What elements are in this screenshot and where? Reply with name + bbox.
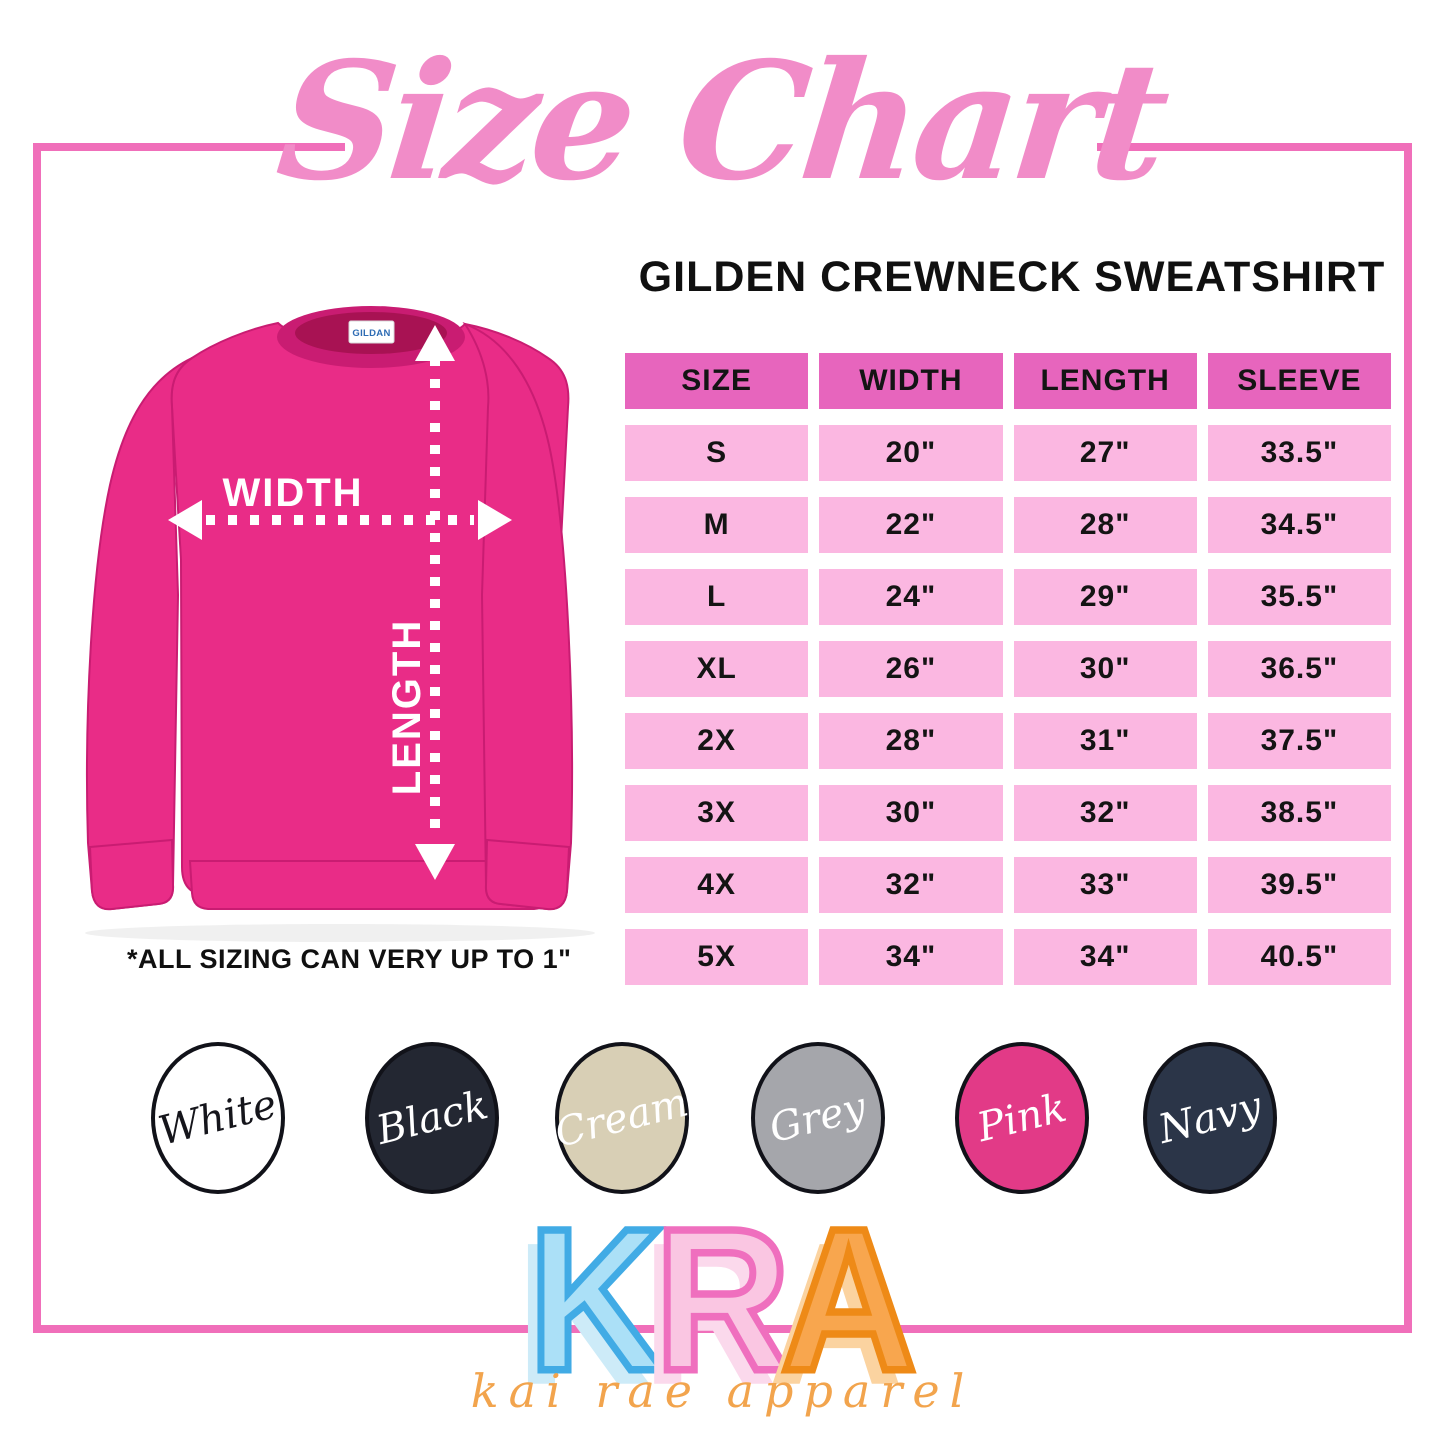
width-cell: 28" — [819, 713, 1003, 769]
width-cell: 22" — [819, 497, 1003, 553]
sleeve-cell: 40.5" — [1207, 929, 1391, 985]
swatch-label: Grey — [765, 1083, 871, 1153]
sleeve-cell: 35.5" — [1207, 569, 1391, 625]
size-cell: 5X — [625, 929, 809, 985]
sleeve-cell: 38.5" — [1207, 785, 1391, 841]
length-cell: 32" — [1013, 785, 1197, 841]
width-label: WIDTH — [222, 471, 363, 515]
neck-tag — [348, 320, 395, 344]
swatch-label: Cream — [550, 1079, 694, 1157]
title-knockout — [345, 136, 1097, 160]
length-cell: 28" — [1013, 497, 1197, 553]
width-arrowhead-right — [478, 500, 512, 540]
page-title: Size Chart — [269, 27, 1172, 217]
swatch-pink: Pink — [955, 1042, 1089, 1194]
width-arrow — [168, 500, 512, 540]
length-cell: 33" — [1013, 857, 1197, 913]
sleeve-cell: 39.5" — [1207, 857, 1391, 913]
width-cell: 24" — [819, 569, 1003, 625]
swatch-white: White — [151, 1042, 285, 1194]
width-arrowhead-left — [168, 500, 202, 540]
ground-shadow — [85, 924, 595, 942]
swatch-grey: Grey — [751, 1042, 885, 1194]
sleeve-cell: 36.5" — [1207, 641, 1391, 697]
swatch-label: Black — [371, 1082, 493, 1154]
length-arrowhead-bottom — [415, 844, 455, 880]
kra-logo: K R A — [0, 1186, 1445, 1413]
right-sleeve — [462, 321, 573, 911]
left-sleeve — [85, 357, 193, 911]
swatch-label: White — [154, 1081, 282, 1155]
length-cell: 34" — [1013, 929, 1197, 985]
length-arrowhead-top — [415, 325, 455, 361]
length-arrow — [415, 325, 455, 880]
sweatshirt-illustration: GILDAN WIDTH LENGTH — [85, 306, 595, 942]
right-cuff — [484, 838, 571, 911]
length-cell: 30" — [1013, 641, 1197, 697]
sleeve-cell: 34.5" — [1207, 497, 1391, 553]
length-cell: 31" — [1013, 713, 1197, 769]
logo-tagline: kai rae apparel — [470, 1364, 975, 1418]
logo-letter-k: K — [525, 1186, 668, 1413]
logo-letter-r: R — [651, 1186, 794, 1413]
width-cell: 34" — [819, 929, 1003, 985]
size-cell: 3X — [625, 785, 809, 841]
size-cell: L — [625, 569, 809, 625]
size-cell: 2X — [625, 713, 809, 769]
product-subtitle: GILDEN CREWNECK SWEATSHIRT — [638, 253, 1386, 301]
logo-letter-a: A — [777, 1186, 920, 1413]
width-cell: 30" — [819, 785, 1003, 841]
brand-tag-label: GILDAN — [352, 328, 390, 339]
sleeve-cell: 33.5" — [1207, 425, 1391, 481]
column-header-length: LENGTH — [1013, 353, 1197, 409]
swatch-cream: Cream — [551, 1042, 693, 1194]
length-cell: 29" — [1013, 569, 1197, 625]
size-cell: 4X — [625, 857, 809, 913]
length-cell: 27" — [1013, 425, 1197, 481]
sweatshirt-diagram: GILDAN WIDTH LENGTH — [40, 295, 620, 945]
swatch-black: Black — [365, 1042, 499, 1194]
column-header-sleeve: SLEEVE — [1207, 353, 1391, 409]
width-cell: 20" — [819, 425, 1003, 481]
size-cell: M — [625, 497, 809, 553]
length-label: LENGTH — [385, 619, 429, 795]
size-table: SIZE WIDTH LENGTH SLEEVE S 20" 27" 33.5"… — [625, 353, 1391, 985]
column-header-width: WIDTH — [819, 353, 1003, 409]
swatch-label: Navy — [1153, 1083, 1267, 1153]
swatch-label: Pink — [972, 1084, 1072, 1152]
left-cuff — [88, 838, 175, 911]
sizing-note: *ALL SIZING CAN VERY UP TO 1" — [127, 944, 572, 974]
width-cell: 26" — [819, 641, 1003, 697]
size-cell: XL — [625, 641, 809, 697]
width-cell: 32" — [819, 857, 1003, 913]
swatch-navy: Navy — [1143, 1042, 1277, 1194]
size-cell: S — [625, 425, 809, 481]
sleeve-cell: 37.5" — [1207, 713, 1391, 769]
column-header-size: SIZE — [625, 353, 809, 409]
